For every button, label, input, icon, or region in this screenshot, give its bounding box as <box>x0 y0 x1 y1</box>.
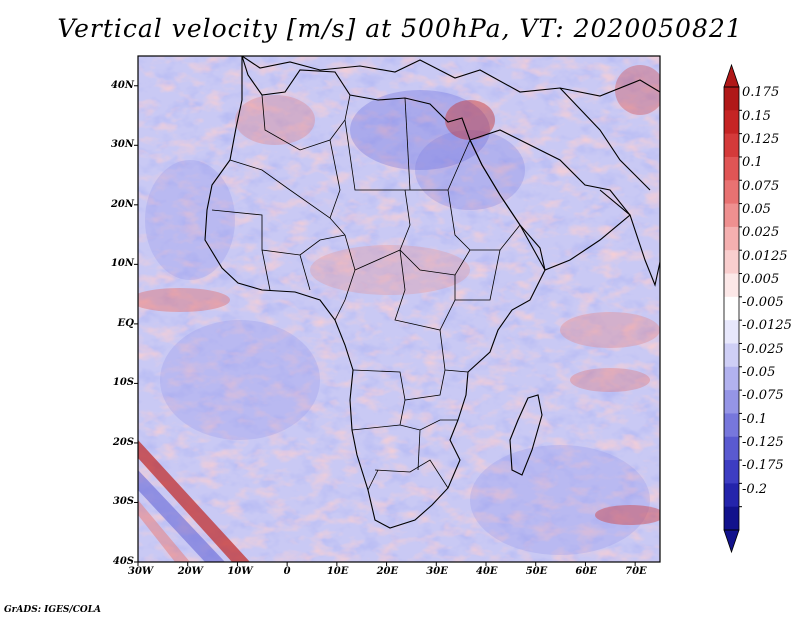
colorbar-label: -0.1 <box>742 411 768 427</box>
coastlines <box>204 56 660 529</box>
lat-label: EQ <box>117 317 134 329</box>
lon-label: 20E <box>376 566 399 577</box>
colorbar-label: -0.0125 <box>742 318 792 334</box>
lon-label: 60E <box>575 566 597 577</box>
colorbar-swatch <box>724 483 739 508</box>
colorbar-swatch <box>724 436 739 461</box>
colorbar-swatch <box>724 460 739 484</box>
lon-label: 30W <box>128 566 154 577</box>
colorbar-label: -0.025 <box>742 341 784 357</box>
lat-label: 10N <box>110 258 134 270</box>
colorbar-label: -0.175 <box>742 458 784 474</box>
plot-frame <box>137 55 661 563</box>
colorbar-label: -0.075 <box>742 388 784 404</box>
grads-credit: GrADS: IGES/COLA <box>4 605 102 615</box>
lon-label: 50E <box>525 566 548 577</box>
lat-label: 40N <box>110 79 134 91</box>
colorbar-label: -0.005 <box>742 295 784 311</box>
colorbar-label: -0.2 <box>742 481 768 497</box>
colorbar-swatch <box>724 156 739 181</box>
lat-label: 20S <box>112 436 134 448</box>
colorbar-swatch <box>724 296 739 321</box>
lat-label: 10S <box>112 377 134 389</box>
colorbar-label: 0.05 <box>742 201 771 217</box>
colorbar-bottom-arrow <box>723 529 740 554</box>
colorbar-label: 0.075 <box>742 178 780 194</box>
lat-label: 30S <box>112 496 134 508</box>
colorbar-swatch <box>724 203 739 228</box>
colorbar-swatch <box>724 506 739 531</box>
colorbar-swatch <box>724 273 739 298</box>
lon-label: 0 <box>283 566 291 577</box>
colorbar-swatch <box>724 110 739 135</box>
colorbar-label: 0.15 <box>742 108 771 124</box>
lon-label: 40E <box>476 566 498 577</box>
chart-title: Vertical velocity [m/s] at 500hPa, VT: 2… <box>57 14 743 43</box>
velocity-field <box>138 56 660 562</box>
colorbar-swatch <box>724 343 739 368</box>
colorbar-swatch <box>724 366 739 391</box>
lon-label: 20W <box>177 566 203 577</box>
lon-label: 30E <box>426 566 448 577</box>
lat-label: 30N <box>110 139 134 151</box>
lat-label: 40S <box>112 556 134 567</box>
colorbar-label: 0.0125 <box>742 248 788 264</box>
colorbar-label: 0.005 <box>742 271 780 287</box>
lon-label: 70E <box>625 566 647 577</box>
colorbar-swatch <box>724 226 739 251</box>
colorbar-label: -0.125 <box>742 435 784 451</box>
colorbar <box>723 63 742 554</box>
colorbar-swatch <box>724 250 739 275</box>
colorbar-label: 0.175 <box>742 85 780 101</box>
country-borders <box>211 94 521 491</box>
colorbar-swatch <box>724 87 739 111</box>
colorbar-swatch <box>724 180 739 205</box>
axis-ticks <box>134 85 636 566</box>
colorbar-swatch <box>724 133 739 158</box>
colorbar-label: 0.125 <box>742 131 780 147</box>
colorbar-swatch <box>724 413 739 438</box>
colorbar-label: 0.025 <box>742 225 780 241</box>
lon-label: 10E <box>326 566 349 577</box>
lon-label: 10W <box>227 566 253 577</box>
colorbar-swatch <box>724 390 739 414</box>
colorbar-top-arrow <box>723 63 740 88</box>
colorbar-label: -0.05 <box>742 365 776 381</box>
colorbar-swatch <box>724 320 739 344</box>
colorbar-label: 0.1 <box>742 155 763 171</box>
lat-label: 20N <box>110 198 134 210</box>
